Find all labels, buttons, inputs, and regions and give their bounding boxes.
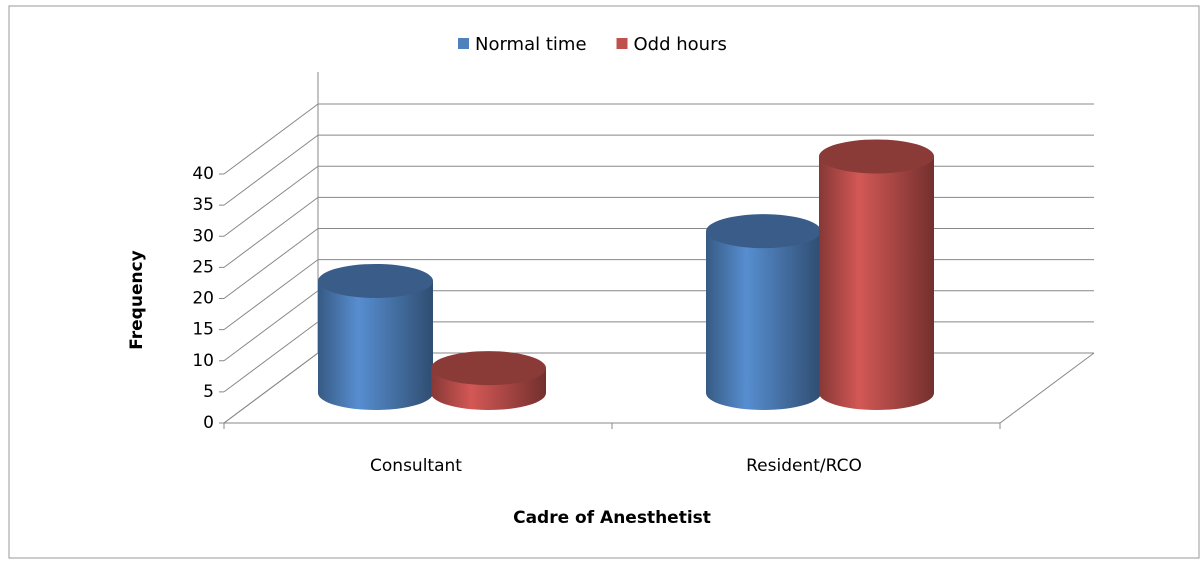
y-axis-title: Frequency — [127, 250, 147, 350]
x-axis-title: Cadre of Anesthetist — [513, 508, 711, 528]
x-tick-label: Resident/RCO — [746, 456, 862, 476]
x-tick-label: Consultant — [370, 456, 462, 476]
y-tick-label: 40 — [192, 164, 214, 184]
grid-line — [223, 165, 319, 237]
y-tick-label: 15 — [192, 320, 214, 340]
y-tick-label: 20 — [192, 289, 214, 309]
y-tick-label: 0 — [203, 413, 214, 433]
chart-frame — [8, 5, 1200, 559]
grid-line — [223, 290, 319, 362]
bar — [318, 280, 433, 410]
grid-line — [223, 196, 319, 268]
y-tick-label: 10 — [192, 351, 214, 371]
y-tick-label: 25 — [192, 257, 214, 277]
y-tick-label: 30 — [192, 226, 214, 246]
bar — [706, 231, 821, 410]
legend-swatch — [616, 38, 628, 49]
y-tick-label: 35 — [192, 195, 214, 215]
grid-line — [223, 103, 319, 175]
grid-line — [223, 228, 319, 299]
legend-label: Normal time — [475, 34, 587, 55]
grid-line — [223, 134, 319, 206]
bar — [819, 156, 934, 410]
grid-line — [223, 259, 319, 331]
bar-top — [431, 351, 546, 386]
y-tick-label: 5 — [203, 382, 214, 402]
grid-line — [223, 352, 319, 424]
legend-label: Odd hours — [634, 34, 727, 55]
bar-top — [706, 214, 821, 249]
legend-swatch — [458, 38, 469, 49]
grid-line — [223, 321, 319, 393]
bar-top — [318, 263, 433, 298]
bar-top — [819, 139, 934, 174]
